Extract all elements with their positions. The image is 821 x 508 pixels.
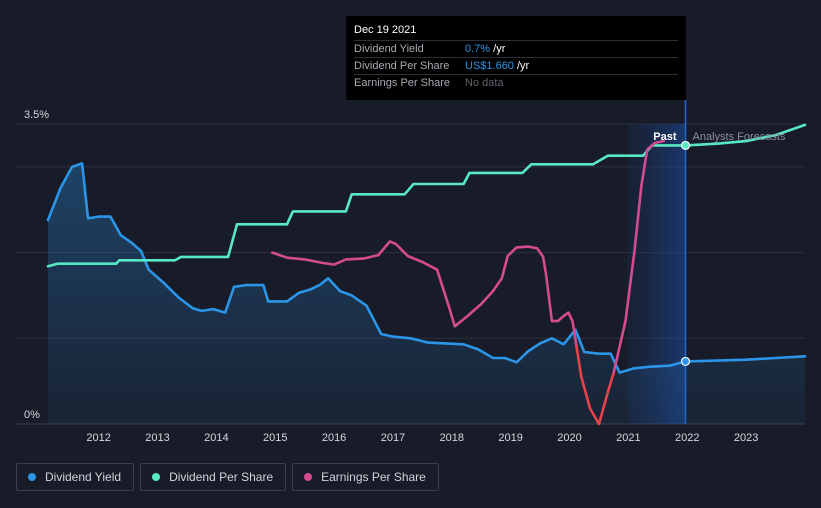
x-tick-label: 2020 bbox=[557, 432, 581, 444]
series-lines bbox=[46, 123, 807, 426]
dividend-yield-fill bbox=[48, 163, 805, 424]
tooltip-label: Earnings Per Share bbox=[354, 77, 450, 89]
tooltip-label: Dividend Yield bbox=[354, 43, 424, 55]
legend-dot-icon bbox=[152, 473, 161, 481]
x-tick-label: 2017 bbox=[381, 432, 405, 444]
tooltip-value-highlight: 0.7% bbox=[465, 43, 491, 55]
forecast-label: Analysts Forecasts bbox=[693, 131, 786, 143]
earnings-per-share-line bbox=[271, 240, 578, 349]
legend-dividend-per-share[interactable]: Dividend Per Share bbox=[140, 463, 287, 491]
x-tick-label: 2023 bbox=[734, 432, 758, 444]
dividend-per-share-forecast-line bbox=[684, 123, 807, 147]
tooltip-row-dividend-yield: Dividend Yield 0.7% /yr bbox=[354, 40, 678, 57]
cursor-markers bbox=[680, 140, 691, 367]
y-tick-label: 3.5% bbox=[24, 109, 49, 121]
legend-dot-icon bbox=[28, 473, 36, 481]
tooltip-value: 0.7% /yr bbox=[465, 41, 505, 57]
x-tick-label: 2018 bbox=[440, 432, 464, 444]
x-tick-label: 2014 bbox=[204, 432, 228, 444]
legend-dividend-yield[interactable]: Dividend Yield bbox=[16, 463, 135, 491]
x-tick-label: 2021 bbox=[616, 432, 640, 444]
legend-label: Dividend Yield bbox=[45, 470, 122, 484]
x-tick-label: 2016 bbox=[322, 432, 346, 444]
x-tick-label: 2015 bbox=[263, 432, 287, 444]
dividend-yield-marker bbox=[680, 356, 691, 367]
x-tick-label: 2019 bbox=[498, 432, 522, 444]
dividend-per-share-line bbox=[46, 144, 687, 268]
past-label: Past bbox=[653, 131, 677, 143]
tooltip-value: US$1.660 /yr bbox=[465, 58, 529, 74]
tooltip-date: Dec 19 2021 bbox=[354, 24, 417, 36]
x-tick-label: 2013 bbox=[145, 432, 169, 444]
tooltip-label: Dividend Per Share bbox=[354, 60, 450, 72]
y-tick-label: 0% bbox=[24, 409, 40, 421]
legend-earnings-per-share[interactable]: Earnings Per Share bbox=[292, 463, 439, 491]
dividend-per-share-marker bbox=[680, 140, 691, 151]
x-tick-label: 2022 bbox=[675, 432, 699, 444]
earnings-per-share-negative-line bbox=[575, 345, 615, 426]
tooltip-value: No data bbox=[465, 77, 504, 89]
tooltip-row-dividend-per-share: Dividend Per Share US$1.660 /yr bbox=[354, 57, 678, 74]
tooltip-value-suffix: /yr bbox=[513, 60, 530, 72]
hover-tooltip: Dec 19 2021 Dividend Yield 0.7% /yr Divi… bbox=[346, 16, 686, 100]
tooltip-value-highlight: US$1.660 bbox=[465, 60, 514, 72]
legend-label: Earnings Per Share bbox=[321, 470, 426, 484]
chart-legend: Dividend Yield Dividend Per Share Earnin… bbox=[16, 463, 439, 491]
dividend-yield-forecast-line bbox=[684, 355, 807, 363]
earnings-per-share-recovery-line bbox=[612, 139, 665, 374]
tooltip-row-earnings-per-share: Earnings Per Share No data bbox=[354, 74, 678, 91]
legend-label: Dividend Per Share bbox=[169, 470, 274, 484]
x-tick-label: 2012 bbox=[86, 432, 110, 444]
axis-labels: 3.5% 0% 2012 2013 2014 2015 2016 2017 2018 2019 20… bbox=[24, 109, 786, 444]
legend-dot-icon bbox=[304, 473, 313, 481]
dividend-yield-area bbox=[48, 163, 805, 424]
tooltip-value-suffix: /yr bbox=[490, 43, 506, 55]
dividend-yield-line bbox=[46, 162, 687, 374]
